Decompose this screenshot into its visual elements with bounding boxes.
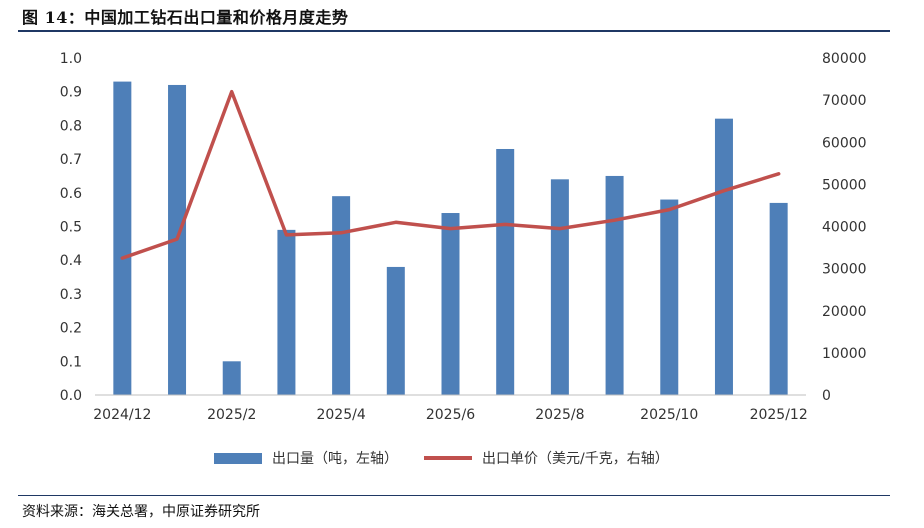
- y-right-tick-label: 10000: [822, 346, 867, 362]
- x-tick-label: 2025/8: [535, 407, 584, 423]
- dual-axis-chart: 1.0 0.9 0.8 0.7 0.6 0.5 0.4 0.3 0.2 0.1 0.0 80000 70…: [60, 51, 867, 423]
- bar-export-volume: [660, 199, 679, 395]
- x-tick-label: 2025/2: [207, 407, 256, 423]
- bar-export-volume: [605, 175, 624, 395]
- y-left-tick-label: 0.0: [60, 388, 82, 404]
- y-left-tick-label: 0.8: [60, 118, 82, 134]
- y-left-tick-label: 1.0: [60, 51, 82, 67]
- y-right-tick-label: 50000: [822, 177, 867, 193]
- x-tick-label: 2025/12: [750, 407, 808, 423]
- y-right-tick-label: 30000: [822, 262, 867, 278]
- y-left-tick-label: 0.3: [60, 287, 82, 303]
- y-right-tick-label: 0: [822, 388, 831, 404]
- bar-export-volume: [113, 81, 132, 395]
- bar-export-volume: [441, 213, 460, 395]
- y-left-tick-label: 0.5: [60, 220, 82, 236]
- x-tick-label: 2025/10: [640, 407, 698, 423]
- source-rule: [18, 495, 890, 496]
- bar-export-volume: [277, 229, 296, 395]
- y-left-tick-label: 0.6: [60, 186, 82, 202]
- plot-area: 1.0 0.9 0.8 0.7 0.6 0.5 0.4 0.3 0.2 0.1 0.0 80000 70…: [60, 51, 867, 423]
- legend-item-export-volume: 出口量（吨，左轴）: [214, 446, 398, 470]
- x-tick-label: 2025/4: [316, 407, 365, 423]
- y-right-tick-label: 80000: [822, 51, 867, 67]
- bar-export-volume: [332, 196, 351, 395]
- chart-title: 图 14：中国加工钻石出口量和价格月度走势: [22, 8, 349, 27]
- x-tick-label: 2024/12: [93, 407, 151, 423]
- y-left-tick-label: 0.9: [60, 85, 82, 101]
- legend: 出口量（吨，左轴） 出口单价（美元/千克，右轴）: [0, 446, 924, 470]
- legend-item-unit-price: 出口单价（美元/千克，右轴）: [424, 446, 669, 470]
- y-right-tick-label: 40000: [822, 220, 867, 236]
- legend-bar-swatch: [214, 452, 262, 464]
- y-right-tick-label: 60000: [822, 135, 867, 151]
- bar-export-volume: [714, 118, 733, 395]
- bar-export-volume: [550, 179, 569, 395]
- bar-export-volume: [769, 202, 788, 395]
- legend-line-swatch: [424, 456, 472, 460]
- y-left-tick-label: 0.4: [60, 253, 82, 269]
- bar-export-volume: [222, 361, 241, 395]
- y-right-tick-label: 70000: [822, 93, 867, 109]
- title-rule: [18, 30, 890, 32]
- bar-export-volume: [496, 148, 515, 395]
- bar-export-volume: [386, 266, 405, 395]
- y-left-tick-label: 0.1: [60, 354, 82, 370]
- y-left-tick-label: 0.2: [60, 321, 82, 337]
- source-note: 资料来源：海关总署，中原证券研究所: [22, 504, 260, 520]
- x-tick-label: 2025/6: [426, 407, 475, 423]
- y-left-tick-label: 0.7: [60, 152, 82, 168]
- legend-label-unit-price: 出口单价（美元/千克，右轴）: [482, 451, 669, 467]
- legend-label-export-volume: 出口量（吨，左轴）: [272, 451, 398, 467]
- line-unit-price: [120, 89, 781, 260]
- y-right-tick-label: 20000: [822, 304, 867, 320]
